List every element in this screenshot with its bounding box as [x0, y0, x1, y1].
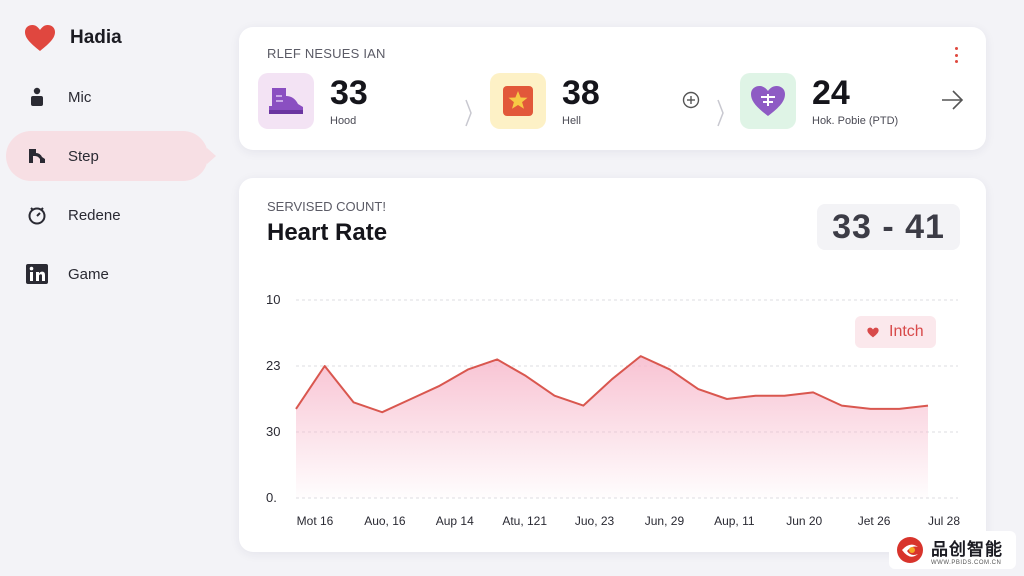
stat-item[interactable]: 38 Hell	[490, 73, 600, 129]
sidebar-item-label: Step	[68, 147, 99, 165]
brand[interactable]: Hadia	[24, 24, 122, 52]
heart-rate-chart: 10 23 30 0. Mot 16 Auo, 16 Aup 14 Atu, 121 Juo,…	[266, 292, 960, 528]
stats-card: RLEF NESUES IAN 33 Hood 38 Hell	[239, 27, 986, 150]
range-badge: 33 - 41	[817, 204, 960, 250]
watermark-url: WWW.PBIDS.COM.CN	[931, 559, 1002, 566]
stat-label: Hell	[562, 115, 581, 127]
chevron-right-icon	[465, 99, 472, 127]
stat-value: 38	[562, 74, 600, 112]
x-tick-label: Juo, 23	[575, 514, 615, 528]
add-circle-icon[interactable]	[682, 91, 700, 109]
y-tick-label: 23	[266, 358, 280, 373]
y-tick-label: 0.	[266, 490, 277, 505]
x-tick-label: Mot 16	[297, 514, 334, 528]
x-tick-label: Atu, 121	[502, 514, 547, 528]
sidebar-item-game[interactable]: Game	[6, 249, 208, 299]
sidebar-item-label: Game	[68, 265, 109, 283]
more-options-icon[interactable]	[952, 47, 960, 63]
legend-label: Intch	[889, 323, 924, 340]
series-line	[295, 355, 929, 414]
stat-tile	[258, 73, 314, 129]
stat-tile	[740, 73, 796, 129]
x-tick-label: Jun, 29	[645, 514, 685, 528]
sidebar-item-label: Mic	[68, 88, 92, 106]
watermark-logo: 品创智能 WWW.PBIDS.COM.CN	[889, 531, 1016, 569]
stat-value: 33	[330, 74, 368, 112]
person-icon	[26, 86, 48, 108]
x-tick-label: Jun 20	[786, 514, 822, 528]
stat-label: Hok. Pobie (PTD)	[812, 115, 899, 127]
sidebar-item-redene[interactable]: Redene	[6, 190, 208, 240]
x-tick-label: Aup 14	[436, 514, 474, 528]
heart-icon	[867, 327, 879, 337]
chart-subtitle: SERVISED COUNT!	[267, 199, 386, 214]
sidebar-item-label: Redene	[68, 206, 121, 224]
brand-swirl-icon	[897, 537, 923, 563]
stats-title: RLEF NESUES IAN	[267, 46, 386, 61]
sidebar-item-mic[interactable]: Mic	[6, 72, 208, 122]
star-badge-icon	[503, 86, 533, 116]
x-tick-label: Aup, 11	[714, 514, 755, 528]
sidebar-item-step[interactable]: Step	[6, 131, 216, 181]
y-tick-label: 10	[266, 292, 280, 307]
stat-value: 24	[812, 74, 850, 112]
y-tick-label: 30	[266, 424, 280, 439]
stat-label: Hood	[330, 115, 357, 127]
x-tick-label: Jet 26	[858, 514, 891, 528]
stat-tile	[490, 73, 546, 129]
chart-card: SERVISED COUNT! Heart Rate 33 - 41 10 23 3…	[239, 178, 986, 552]
x-tick-label: Auo, 16	[364, 514, 406, 528]
shoe-icon	[26, 145, 48, 167]
brand-name: Hadia	[70, 27, 122, 48]
series-area	[296, 356, 928, 498]
chevron-right-icon	[717, 99, 724, 127]
sidebar: Hadia Mic Step Redene Game	[0, 0, 225, 576]
arrow-right-icon[interactable]	[940, 89, 964, 111]
timer-icon	[26, 204, 48, 226]
linkedin-icon	[26, 263, 48, 285]
heart-icon	[25, 25, 55, 51]
heart-pulse-icon	[751, 86, 785, 116]
watermark-text: 品创智能	[931, 539, 1003, 559]
x-tick-label: Jul 28	[928, 514, 960, 528]
shoe-icon	[269, 88, 303, 114]
chart-title: Heart Rate	[267, 219, 388, 246]
chart-legend[interactable]: Intch	[855, 316, 936, 348]
stat-item[interactable]: 24 Hok. Pobie (PTD)	[740, 73, 898, 129]
stat-item[interactable]: 33 Hood	[258, 73, 368, 129]
